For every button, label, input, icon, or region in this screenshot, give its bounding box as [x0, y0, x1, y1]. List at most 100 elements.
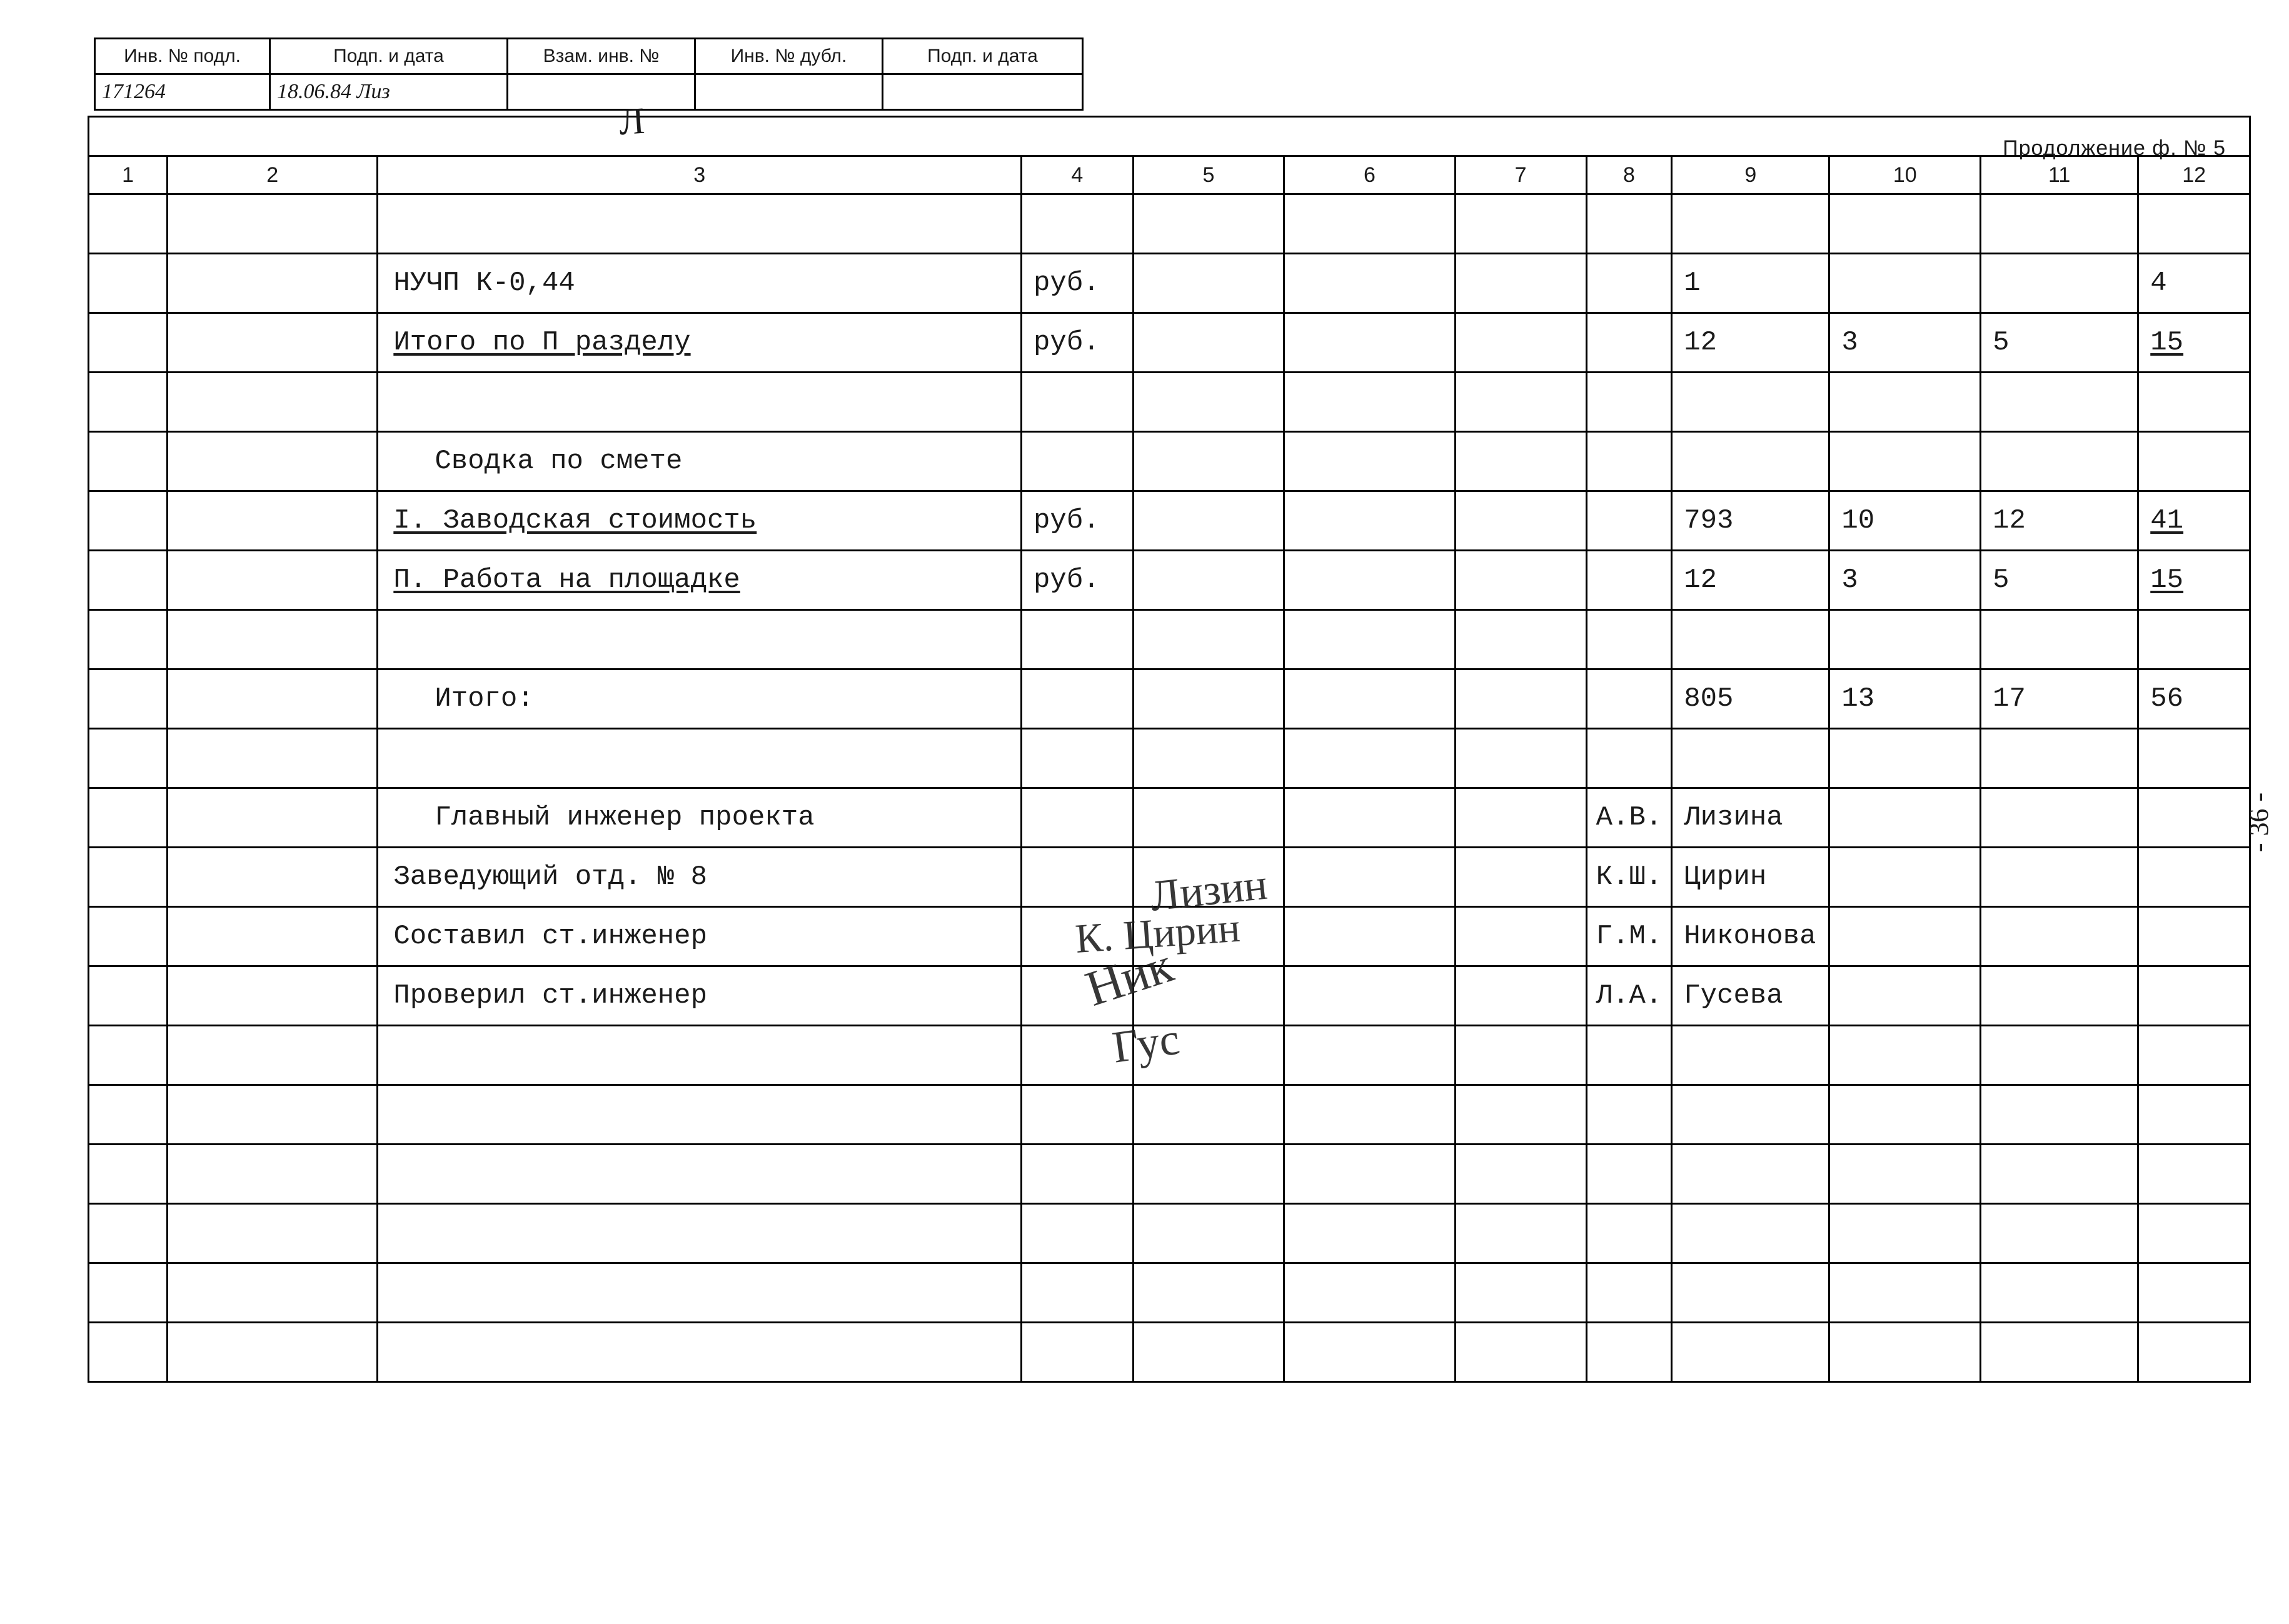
- cell-c6: [1284, 432, 1455, 491]
- cell-c8: [1586, 1026, 1672, 1085]
- cell-c6: [1284, 373, 1455, 432]
- cell-c6: [1284, 254, 1455, 313]
- stamp-v3: [508, 74, 695, 110]
- cell-c9: 12: [1672, 313, 1829, 373]
- cell-c5: [1133, 1323, 1284, 1382]
- cell-c1: [89, 848, 168, 907]
- cell-c5: [1133, 729, 1284, 788]
- cell-c5: [1133, 1085, 1284, 1145]
- cell-c11: [1981, 254, 2138, 313]
- cell-c7: [1455, 669, 1586, 729]
- cell-c4: [1022, 1323, 1134, 1382]
- cell-c9: Никонова: [1672, 907, 1829, 966]
- cell-c9: 793: [1672, 491, 1829, 551]
- cell-c9: [1672, 1323, 1829, 1382]
- cell-c3: [378, 194, 1022, 254]
- cell-c10: [1829, 907, 1981, 966]
- cell-c11: [1981, 194, 2138, 254]
- cell-c9: [1672, 1085, 1829, 1145]
- cell-c10: [1829, 610, 1981, 669]
- col-11: 11: [1981, 156, 2138, 194]
- cell-c6: [1284, 1085, 1455, 1145]
- col-2: 2: [168, 156, 378, 194]
- cell-c10: [1829, 848, 1981, 907]
- cell-c12: [2138, 610, 2250, 669]
- cell-c5: [1133, 432, 1284, 491]
- cell-c8: [1586, 313, 1672, 373]
- cell-c10: 13: [1829, 669, 1981, 729]
- cell-c8: [1586, 1323, 1672, 1382]
- cell-c4: [1022, 788, 1134, 848]
- cell-c10: [1829, 1323, 1981, 1382]
- cell-c7: [1455, 313, 1586, 373]
- cell-c7: [1455, 432, 1586, 491]
- col-3: 3: [378, 156, 1022, 194]
- cell-c5: [1133, 1204, 1284, 1263]
- cell-c4: [1022, 1263, 1134, 1323]
- cell-c2: [168, 788, 378, 848]
- cell-c11: [1981, 1145, 2138, 1204]
- col-10: 10: [1829, 156, 1981, 194]
- cell-c2: [168, 313, 378, 373]
- table-row: [89, 1263, 2250, 1323]
- cell-c2: [168, 432, 378, 491]
- cell-c4: [1022, 610, 1134, 669]
- cell-c2: [168, 1323, 378, 1382]
- cell-c3: I. Заводская стоимость: [378, 491, 1022, 551]
- cell-c12: 4: [2138, 254, 2250, 313]
- cell-c5: [1133, 966, 1284, 1026]
- table-row: [89, 1026, 2250, 1085]
- cell-c3: [378, 1323, 1022, 1382]
- cell-c6: [1284, 1263, 1455, 1323]
- cell-c9: [1672, 373, 1829, 432]
- cell-c3: Главный инженер проекта: [378, 788, 1022, 848]
- cell-c8: [1586, 1085, 1672, 1145]
- table-row: [89, 1323, 2250, 1382]
- cell-c7: [1455, 788, 1586, 848]
- cell-c4: руб.: [1022, 313, 1134, 373]
- cell-c11: [1981, 788, 2138, 848]
- cell-c3: [378, 1204, 1022, 1263]
- cell-c11: 5: [1981, 313, 2138, 373]
- cell-c6: [1284, 610, 1455, 669]
- cell-c8: [1586, 254, 1672, 313]
- cell-c12: [2138, 432, 2250, 491]
- cell-c10: [1829, 373, 1981, 432]
- cell-c3: [378, 610, 1022, 669]
- cell-c10: [1829, 1026, 1981, 1085]
- cell-c6: [1284, 729, 1455, 788]
- stamp-h4: Инв. № дубл.: [695, 39, 883, 74]
- cell-c1: [89, 907, 168, 966]
- cell-c10: 3: [1829, 313, 1981, 373]
- cell-c12: [2138, 729, 2250, 788]
- cell-c5: [1133, 1263, 1284, 1323]
- cell-c5: [1133, 194, 1284, 254]
- col-1: 1: [89, 156, 168, 194]
- cell-c2: [168, 1263, 378, 1323]
- cell-c9: [1672, 1204, 1829, 1263]
- cell-c1: [89, 1323, 168, 1382]
- cell-c7: [1455, 848, 1586, 907]
- side-page-number: - 36 -: [2243, 793, 2275, 852]
- cell-c12: [2138, 907, 2250, 966]
- cell-c9: [1672, 432, 1829, 491]
- cell-c1: [89, 491, 168, 551]
- table-row: НУЧП К-0,44руб.14: [89, 254, 2250, 313]
- cell-c6: [1284, 1204, 1455, 1263]
- cell-c11: [1981, 373, 2138, 432]
- table-row: Итого по П разделуруб.123515: [89, 313, 2250, 373]
- cell-c4: [1022, 432, 1134, 491]
- cell-c8: Г.М.: [1586, 907, 1672, 966]
- cell-c9: [1672, 1145, 1829, 1204]
- cell-c2: [168, 254, 378, 313]
- cell-c6: [1284, 669, 1455, 729]
- cell-c6: [1284, 1026, 1455, 1085]
- cell-c4: [1022, 1145, 1134, 1204]
- table-row: [89, 610, 2250, 669]
- cell-c8: Л.А.: [1586, 966, 1672, 1026]
- cell-c10: [1829, 966, 1981, 1026]
- stamp-h1: Инв. № подл.: [95, 39, 270, 74]
- cell-c1: [89, 1145, 168, 1204]
- cell-c8: [1586, 194, 1672, 254]
- cell-c11: [1981, 1263, 2138, 1323]
